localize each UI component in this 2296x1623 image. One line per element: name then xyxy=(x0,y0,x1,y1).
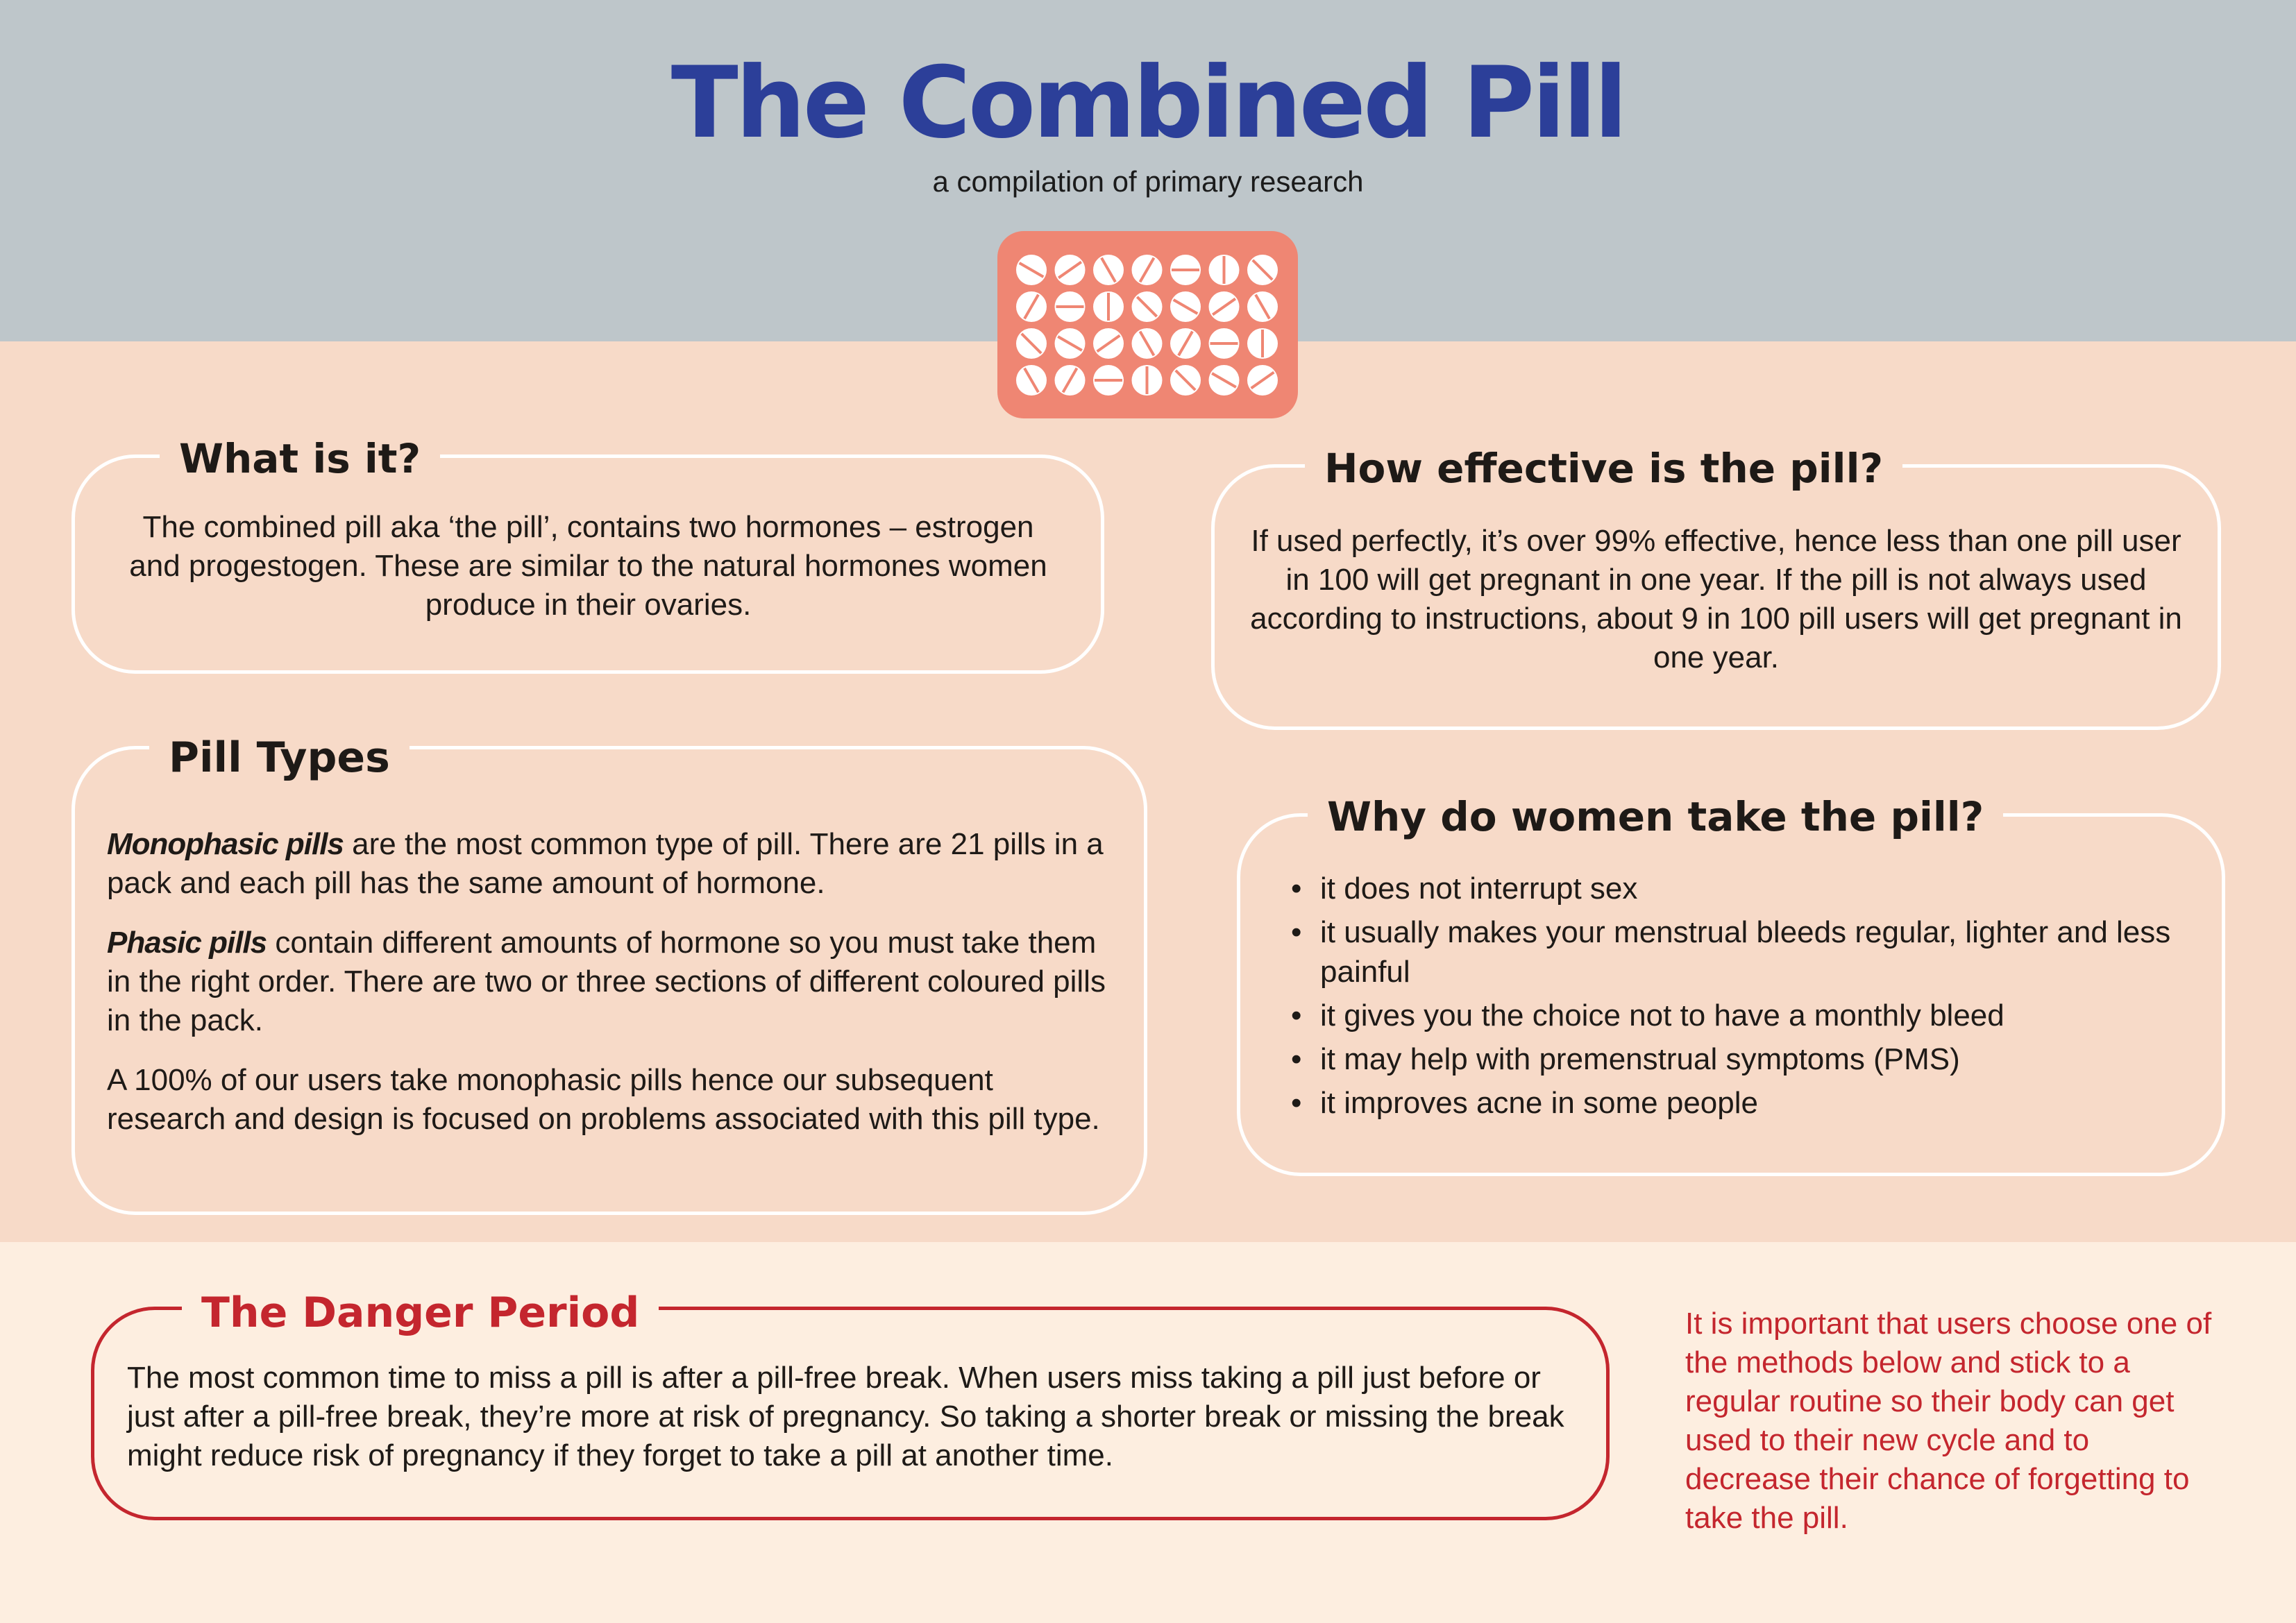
pill xyxy=(1093,365,1124,396)
pill xyxy=(1247,365,1278,396)
pill xyxy=(1054,291,1086,322)
phasic-description: contain different amounts of hormone so … xyxy=(107,926,1106,1037)
danger-period-heading: The Danger Period xyxy=(182,1292,659,1334)
pill xyxy=(1247,328,1278,359)
pill-blister-pack-icon xyxy=(997,231,1298,418)
monophasic-term: Monophasic pills xyxy=(107,827,344,861)
pill xyxy=(1093,291,1124,322)
pill xyxy=(1208,291,1240,322)
pill xyxy=(1208,255,1240,285)
list-item: it improves acne in some people xyxy=(1291,1083,2179,1123)
pill xyxy=(1208,328,1240,359)
effectiveness-text: If used perfectly, it’s over 99% effecti… xyxy=(1250,524,2182,674)
pill xyxy=(1170,365,1201,396)
list-item: it does not interrupt sex xyxy=(1291,869,2179,908)
pill xyxy=(1170,255,1201,285)
pill xyxy=(1016,255,1047,285)
pill xyxy=(1054,255,1086,285)
list-item: it may help with premenstrual symptoms (… xyxy=(1291,1039,2179,1079)
monophasic-focus-note: A 100% of our users take monophasic pill… xyxy=(107,1063,1100,1136)
pill xyxy=(1054,365,1086,396)
pill xyxy=(1016,328,1047,359)
pill xyxy=(1093,328,1124,359)
what-is-it-heading: What is it? xyxy=(160,439,441,479)
danger-period-box xyxy=(91,1307,1610,1520)
pill xyxy=(1170,328,1201,359)
monophasic-paragraph: Monophasic pills are the most common typ… xyxy=(107,825,1113,903)
pill xyxy=(1131,328,1163,359)
pill xyxy=(1208,365,1240,396)
reasons-list: it does not interrupt sex it usually mak… xyxy=(1291,869,2179,1127)
routine-note: It is important that users choose one of… xyxy=(1685,1307,2212,1535)
danger-period-text: The most common time to miss a pill is a… xyxy=(127,1361,1564,1472)
pill xyxy=(1247,291,1278,322)
pill xyxy=(1054,328,1086,359)
page-title: The Combined Pill xyxy=(670,46,1628,160)
pill-types-box xyxy=(71,746,1147,1215)
monophasic-description: are the most common type of pill. There … xyxy=(107,827,1104,900)
pill xyxy=(1016,365,1047,396)
pill xyxy=(1131,255,1163,285)
pill-types-text: Monophasic pills are the most common typ… xyxy=(107,825,1113,1159)
list-item: it gives you the choice not to have a mo… xyxy=(1291,996,2179,1035)
what-is-it-box xyxy=(71,454,1104,674)
pill xyxy=(1247,255,1278,285)
pill xyxy=(1131,291,1163,322)
phasic-term: Phasic pills xyxy=(107,926,267,960)
pill-types-heading: Pill Types xyxy=(149,737,410,779)
pill xyxy=(1016,291,1047,322)
pill xyxy=(1170,291,1201,322)
phasic-paragraph: Phasic pills contain different amounts o… xyxy=(107,924,1113,1040)
pill xyxy=(1093,255,1124,285)
what-is-it-text: The combined pill aka ‘the pill’, contai… xyxy=(129,510,1047,622)
page-subtitle: a compilation of primary research xyxy=(932,165,1364,198)
effectiveness-heading: How effective is the pill? xyxy=(1305,448,1903,488)
why-heading: Why do women take the pill? xyxy=(1308,797,2004,837)
list-item: it usually makes your menstrual bleeds r… xyxy=(1291,912,2179,992)
pill xyxy=(1131,365,1163,396)
